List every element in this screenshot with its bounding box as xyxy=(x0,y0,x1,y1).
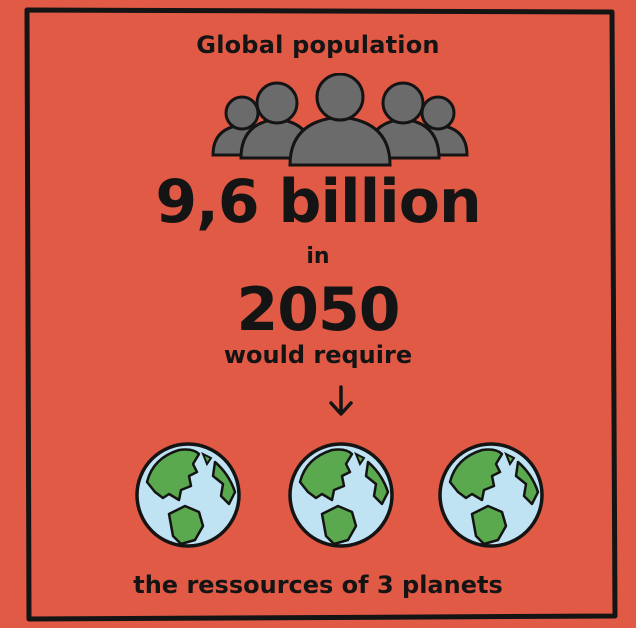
arrow-down-icon xyxy=(329,385,353,416)
would-require-label: would require xyxy=(223,341,413,369)
population-figure: 9,6 billion xyxy=(155,167,481,237)
earth-globe-icon xyxy=(438,442,544,548)
earth-globe-icon xyxy=(135,442,241,548)
in-label: in xyxy=(306,244,330,269)
earth-globe-icon xyxy=(288,442,394,548)
people-group-icon xyxy=(211,73,469,167)
title: Global population xyxy=(196,31,440,59)
year-figure: 2050 xyxy=(236,275,401,345)
footer-caption: the ressources of 3 planets xyxy=(133,571,503,599)
